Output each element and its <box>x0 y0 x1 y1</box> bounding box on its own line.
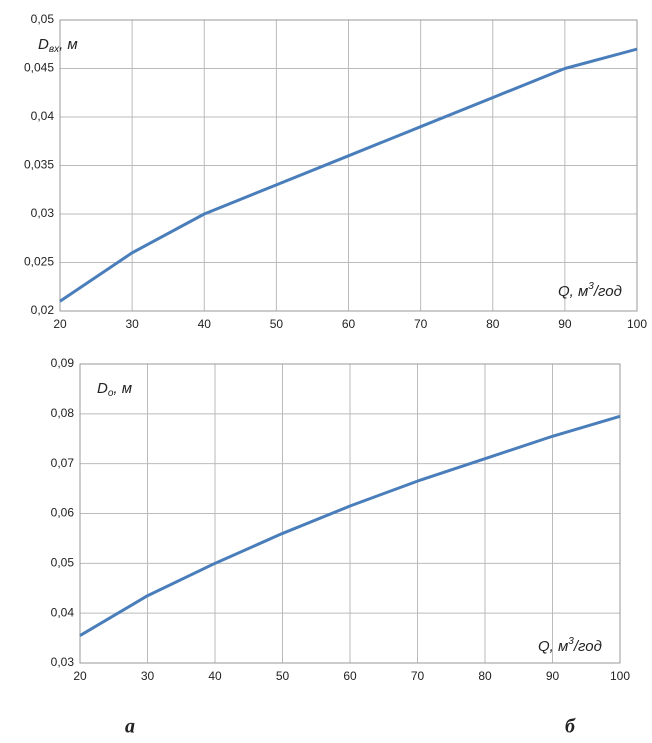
y-axis-label-main: D <box>38 36 49 53</box>
x-tick-label: 80 <box>486 317 500 331</box>
y-tick-label: 0,04 <box>31 109 55 123</box>
y-tick-label: 0,03 <box>31 206 55 220</box>
x-axis-label-sup: 3 <box>568 636 574 647</box>
y-tick-label: 0,07 <box>51 456 75 470</box>
y-tick-label: 0,04 <box>51 605 75 619</box>
x-tick-label: 40 <box>198 317 212 331</box>
x-tick-label: 100 <box>610 669 630 683</box>
x-axis-label-sup: 3 <box>588 281 594 292</box>
x-tick-label: 20 <box>73 669 87 683</box>
x-axis-label-unit: /год <box>593 283 622 300</box>
x-axis-label: Q, м3/год <box>558 281 622 300</box>
x-tick-label: 70 <box>414 317 428 331</box>
y-tick-label: 0,035 <box>24 158 54 172</box>
x-tick-label: 40 <box>208 669 222 683</box>
x-axis-label-main: Q, м <box>558 283 588 300</box>
x-tick-label: 20 <box>53 317 67 331</box>
y-tick-label: 0,03 <box>51 655 75 669</box>
y-tick-label: 0,05 <box>51 556 75 570</box>
x-axis-label: Q, м3/год <box>538 636 602 655</box>
y-tick-label: 0,09 <box>51 356 75 370</box>
y-tick-label: 0,025 <box>24 255 54 269</box>
x-tick-label: 30 <box>125 317 139 331</box>
x-tick-label: 50 <box>276 669 290 683</box>
y-axis-label: Dо, м <box>97 380 132 399</box>
y-axis-label-unit: , м <box>113 380 132 397</box>
x-tick-label: 60 <box>343 669 357 683</box>
x-tick-label: 50 <box>270 317 284 331</box>
x-axis-label-unit: /год <box>573 638 602 655</box>
x-tick-label: 90 <box>546 669 560 683</box>
x-tick-label: 80 <box>478 669 492 683</box>
x-tick-label: 90 <box>558 317 572 331</box>
x-tick-label: 100 <box>627 317 647 331</box>
x-tick-label: 70 <box>411 669 425 683</box>
y-tick-label: 0,045 <box>24 61 54 75</box>
data-line <box>79 414 621 637</box>
y-tick-label: 0,02 <box>31 303 55 317</box>
y-axis-label-unit: , м <box>59 36 78 53</box>
y-tick-label: 0,08 <box>51 406 75 420</box>
plot-frame <box>59 19 638 312</box>
y-tick-label: 0,06 <box>51 506 75 520</box>
caption: а <box>125 716 135 738</box>
y-axis-label-main: D <box>97 380 108 397</box>
x-tick-label: 30 <box>141 669 155 683</box>
data-line <box>59 47 638 303</box>
caption: б <box>565 716 576 738</box>
y-axis-label-sub: о <box>108 388 114 399</box>
x-tick-label: 60 <box>342 317 356 331</box>
plot-frame <box>79 363 621 664</box>
x-axis-label-main: Q, м <box>538 638 568 655</box>
y-tick-label: 0,05 <box>31 12 55 26</box>
y-axis-label: Dвх, м <box>38 36 78 55</box>
y-axis-label-sub: вх <box>49 44 60 55</box>
